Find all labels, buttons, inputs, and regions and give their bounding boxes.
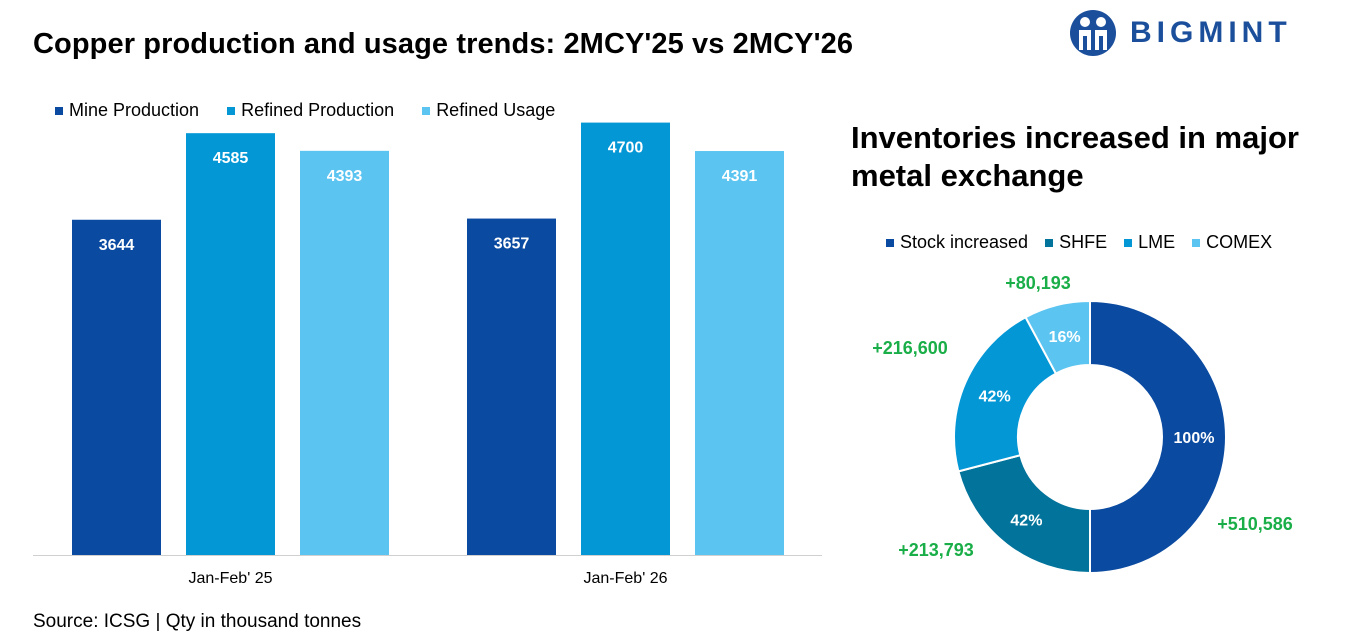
bar-value-label: 4391 (722, 168, 758, 185)
bigmint-logo: BIGMINT (1068, 8, 1330, 58)
bar (72, 219, 161, 555)
legend-item-refined-production: Refined Production (227, 100, 394, 121)
donut-chart-title: Inventories increased in major metal exc… (851, 120, 1299, 193)
bar (467, 218, 556, 555)
slice-percent-label: 42% (1010, 512, 1042, 529)
legend-item-shfe: SHFE (1045, 232, 1107, 253)
legend-item-mine-production: Mine Production (55, 100, 199, 121)
legend-swatch (55, 106, 63, 115)
bar (581, 122, 670, 555)
legend-swatch (227, 106, 236, 115)
slice-increase-label: +510,586 (1217, 514, 1293, 534)
legend-label: COMEX (1206, 232, 1273, 252)
bar-value-label: 4393 (327, 168, 363, 185)
bar-chart: 3644 4585 4393 Jan-Feb' 25 3657 4700 4391 Jan-F… (33, 122, 822, 587)
page-title: Copper production and usage trends: 2MCY… (33, 28, 854, 60)
donut-slice (953, 315, 1058, 473)
donut-slice (957, 453, 1091, 575)
slice-percent-label: 16% (1049, 329, 1081, 346)
legend-item-refined-usage: Refined Usage (422, 100, 555, 121)
slice-increase-label: +213,793 (898, 540, 974, 560)
x-tick-label: Jan-Feb' 26 (584, 570, 668, 587)
bar-value-label: 3657 (494, 236, 530, 253)
bar-chart-legend: Mine Production Refined Production Refin… (55, 100, 583, 121)
logo-text: BIGMINT (1130, 16, 1292, 49)
bar-value-label: 4585 (213, 150, 249, 167)
legend-label: Refined Usage (436, 100, 556, 120)
legend-swatch (1124, 238, 1133, 247)
legend-swatch (422, 106, 431, 115)
bar (300, 150, 389, 555)
legend-label: LME (1138, 232, 1176, 252)
slice-increase-label: +216,600 (872, 338, 948, 358)
legend-label: Refined Production (241, 100, 395, 120)
donut-slice (1024, 299, 1091, 375)
legend-item-comex: COMEX (1192, 232, 1272, 253)
slice-increase-label: +80,193 (1005, 273, 1071, 293)
legend-swatch (1045, 238, 1054, 247)
legend-label: SHFE (1059, 232, 1108, 252)
legend-item-lme: LME (1124, 232, 1175, 253)
bar-value-label: 3644 (99, 237, 135, 254)
bigmint-people-logo-icon (1070, 10, 1116, 56)
legend-swatch (886, 238, 894, 247)
legend-label: Mine Production (69, 100, 200, 120)
slice-percent-label: 100% (1174, 430, 1215, 447)
legend-item-stock-increased: Stock increased (886, 232, 1028, 253)
bar (186, 133, 275, 555)
bar (695, 151, 784, 555)
bar-value-label: 4700 (608, 140, 644, 157)
legend-swatch (1192, 238, 1201, 247)
slice-percent-label: 42% (979, 388, 1011, 405)
legend-label: Stock increased (900, 232, 1029, 252)
x-tick-label: Jan-Feb' 25 (189, 570, 273, 587)
donut-chart-legend: Stock increased SHFE LME COMEX (886, 232, 1289, 253)
source-note: Source: ICSG | Qty in thousand tonnes (33, 611, 362, 632)
donut-slice (1089, 299, 1227, 575)
